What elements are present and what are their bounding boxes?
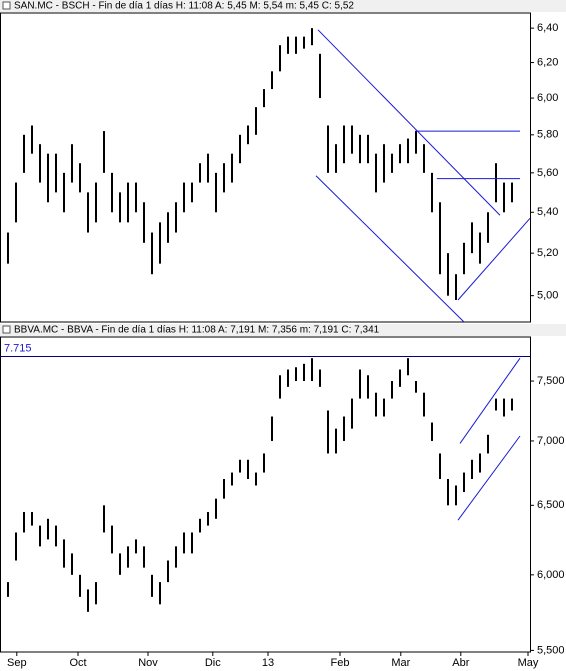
y-tick-label: 5,60 (537, 167, 558, 179)
x-tick-label: Nov (138, 657, 158, 669)
trend-line (317, 29, 501, 216)
plot-frame (0, 12, 531, 323)
x-tick-label: 13 (262, 657, 274, 669)
reference-label: 7.715 (4, 342, 32, 354)
y-tick-label: 6,00 (537, 92, 558, 104)
header-bar (0, 0, 566, 12)
header-bar (0, 324, 566, 336)
y-tick-label: 5,40 (537, 206, 558, 218)
x-tick-label: Dic (205, 657, 221, 669)
plot-frame (0, 336, 531, 653)
header-icon (2, 1, 11, 10)
y-tick-label: 7,500 (537, 375, 565, 387)
x-tick-label: Feb (331, 657, 350, 669)
y-tick-label: 6,500 (537, 499, 565, 511)
y-tick-label: 5,80 (537, 129, 558, 141)
x-tick-label: May (518, 657, 539, 669)
y-tick-label: 5,00 (537, 290, 558, 302)
trend-line (457, 435, 521, 521)
y-tick-label: 5,500 (537, 644, 565, 656)
y-tick-label: 7,000 (537, 435, 565, 447)
panel-title: BBVA.MC - BBVA - Fin de día 1 días H: 11… (14, 325, 380, 336)
y-tick-label: 6,000 (537, 569, 565, 581)
panel-title: SAN.MC - BSCH - Fin de día 1 días H: 11:… (14, 1, 354, 12)
trend-line (457, 217, 531, 301)
x-tick-label: Abr (452, 657, 469, 669)
x-tick-label: Sep (7, 657, 27, 669)
trend-line (315, 175, 465, 323)
header-icon (2, 325, 11, 334)
x-tick-label: Oct (69, 657, 86, 669)
y-tick-label: 6,20 (537, 56, 558, 68)
y-tick-label: 5,20 (537, 247, 558, 259)
y-tick-label: 6,40 (537, 22, 558, 34)
trend-line (459, 357, 521, 444)
x-tick-label: Mar (391, 657, 410, 669)
